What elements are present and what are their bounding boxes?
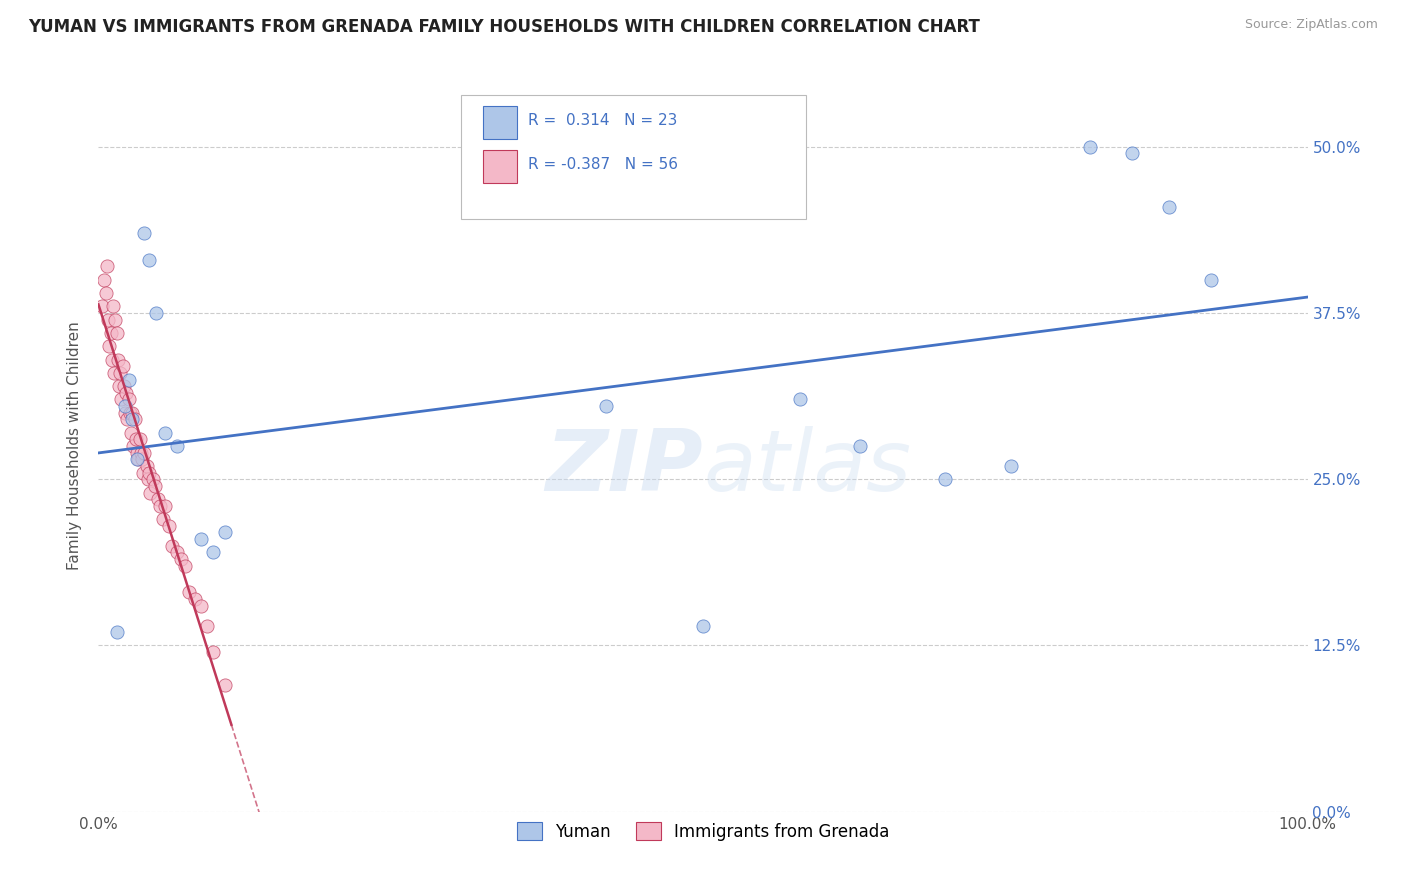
Text: atlas: atlas bbox=[703, 426, 911, 509]
Point bbox=[179, 585, 201, 599]
Point bbox=[214, 678, 236, 692]
Point bbox=[849, 439, 872, 453]
Point bbox=[139, 485, 162, 500]
Point bbox=[120, 425, 142, 440]
Point bbox=[118, 406, 141, 420]
Point bbox=[117, 412, 139, 426]
FancyBboxPatch shape bbox=[461, 95, 806, 219]
Point bbox=[100, 326, 122, 340]
Point bbox=[110, 392, 132, 407]
Point bbox=[111, 359, 134, 374]
Point bbox=[153, 499, 176, 513]
Point bbox=[124, 412, 146, 426]
Point bbox=[202, 645, 225, 659]
Point bbox=[93, 273, 115, 287]
Text: R = -0.387   N = 56: R = -0.387 N = 56 bbox=[527, 157, 678, 172]
Point bbox=[190, 599, 212, 613]
Legend: Yuman, Immigrants from Grenada: Yuman, Immigrants from Grenada bbox=[510, 816, 896, 847]
Point bbox=[132, 466, 155, 480]
Point bbox=[595, 399, 617, 413]
Point bbox=[1000, 458, 1022, 473]
Point bbox=[108, 379, 131, 393]
Point bbox=[97, 312, 120, 326]
Point bbox=[149, 499, 172, 513]
Point bbox=[115, 385, 138, 400]
Point bbox=[118, 392, 141, 407]
Point bbox=[174, 558, 197, 573]
Point bbox=[214, 525, 236, 540]
Point bbox=[1078, 140, 1101, 154]
Point bbox=[114, 406, 136, 420]
Point bbox=[134, 445, 156, 459]
Point bbox=[121, 406, 143, 420]
Point bbox=[157, 518, 180, 533]
Point bbox=[105, 625, 128, 640]
Point bbox=[96, 260, 118, 274]
Point bbox=[190, 532, 212, 546]
FancyBboxPatch shape bbox=[482, 106, 517, 139]
Point bbox=[128, 433, 150, 447]
Point bbox=[143, 479, 166, 493]
Point bbox=[129, 445, 152, 459]
Y-axis label: Family Households with Children: Family Households with Children bbox=[67, 322, 83, 570]
Text: YUMAN VS IMMIGRANTS FROM GRENADA FAMILY HOUSEHOLDS WITH CHILDREN CORRELATION CHA: YUMAN VS IMMIGRANTS FROM GRENADA FAMILY … bbox=[28, 18, 980, 36]
FancyBboxPatch shape bbox=[482, 150, 517, 183]
Point bbox=[112, 379, 135, 393]
Point bbox=[134, 226, 156, 240]
Point bbox=[118, 372, 141, 386]
Point bbox=[934, 472, 956, 486]
Point bbox=[122, 439, 145, 453]
Point bbox=[166, 439, 188, 453]
Point bbox=[146, 492, 169, 507]
Point bbox=[98, 339, 121, 353]
Point bbox=[138, 252, 160, 267]
Point bbox=[101, 299, 124, 313]
Point bbox=[1157, 200, 1180, 214]
Point bbox=[131, 452, 153, 467]
Point bbox=[125, 433, 148, 447]
Point bbox=[202, 545, 225, 559]
Point bbox=[136, 472, 159, 486]
Point bbox=[104, 312, 127, 326]
Point bbox=[160, 539, 183, 553]
Point bbox=[153, 425, 176, 440]
Point bbox=[138, 466, 160, 480]
Point bbox=[103, 366, 125, 380]
Point bbox=[142, 472, 165, 486]
Point bbox=[152, 512, 174, 526]
Point bbox=[166, 545, 188, 559]
Point bbox=[145, 306, 167, 320]
Point bbox=[121, 412, 143, 426]
Point bbox=[692, 618, 714, 632]
Point bbox=[107, 352, 129, 367]
Point bbox=[94, 286, 117, 301]
Text: Source: ZipAtlas.com: Source: ZipAtlas.com bbox=[1244, 18, 1378, 31]
Point bbox=[100, 352, 122, 367]
Point bbox=[195, 618, 218, 632]
Point bbox=[91, 299, 114, 313]
Point bbox=[184, 591, 207, 606]
Point bbox=[135, 458, 157, 473]
Point bbox=[127, 445, 149, 459]
Point bbox=[789, 392, 811, 407]
Point bbox=[169, 552, 191, 566]
Text: R =  0.314   N = 23: R = 0.314 N = 23 bbox=[527, 113, 678, 128]
Point bbox=[108, 366, 131, 380]
Point bbox=[127, 452, 149, 467]
Point bbox=[1121, 146, 1143, 161]
Point bbox=[127, 452, 149, 467]
Point bbox=[105, 326, 128, 340]
Text: ZIP: ZIP bbox=[546, 426, 703, 509]
Point bbox=[1199, 273, 1222, 287]
Point bbox=[114, 399, 136, 413]
